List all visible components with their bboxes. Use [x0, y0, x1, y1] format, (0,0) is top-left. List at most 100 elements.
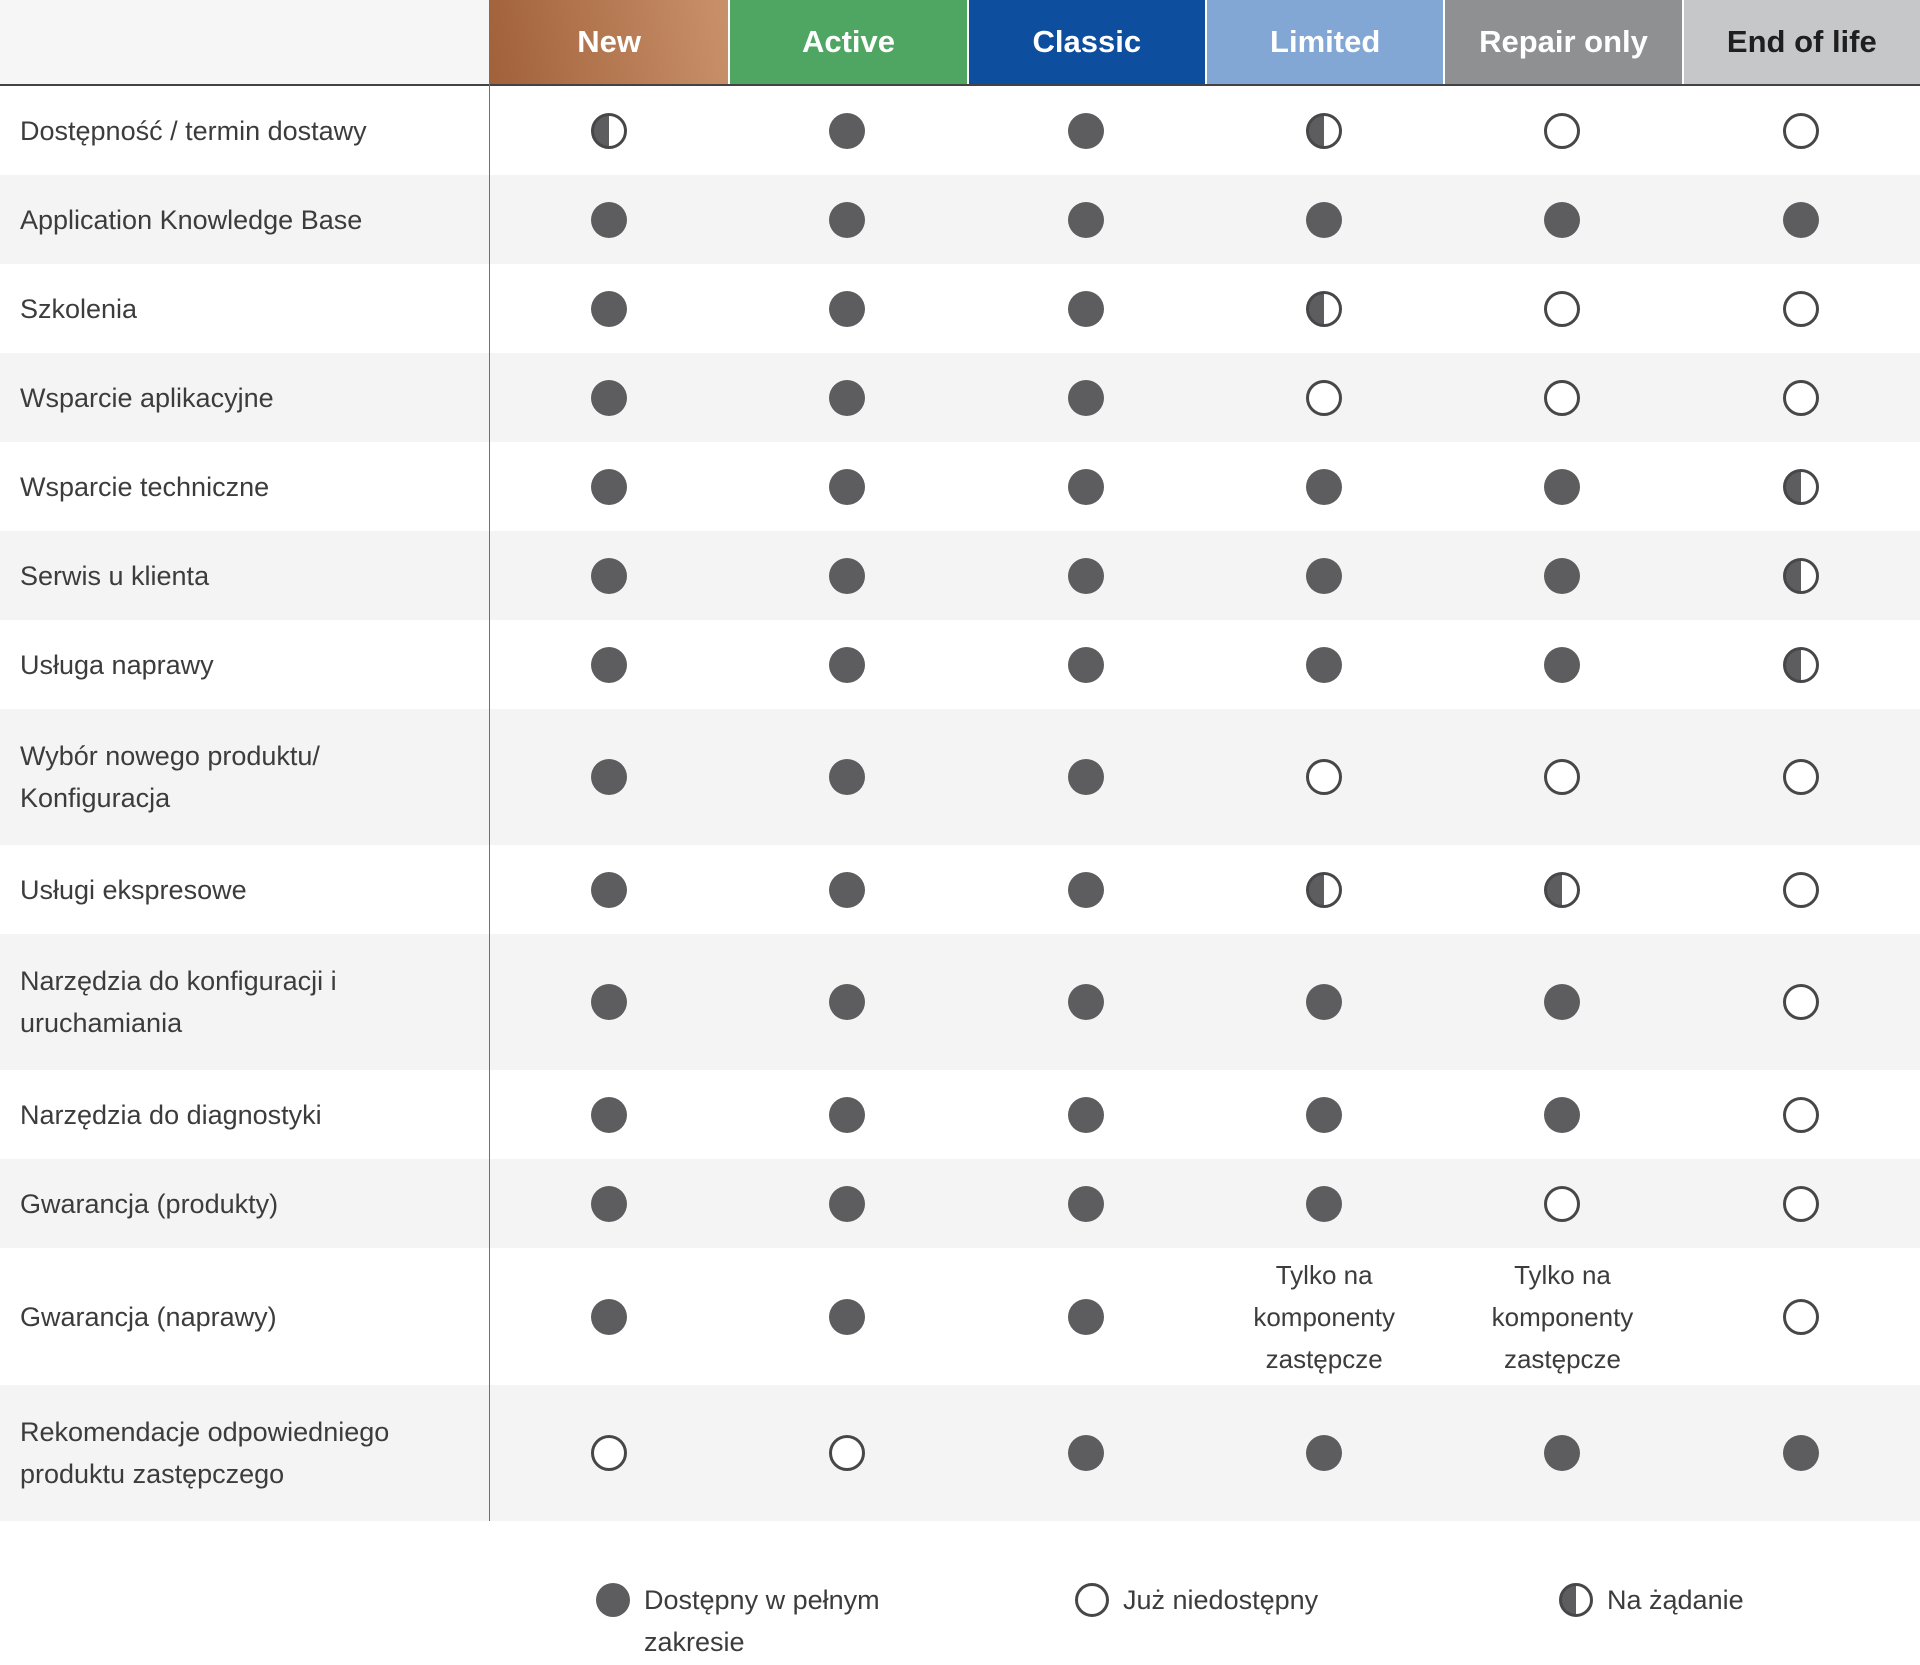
matrix-cell [728, 620, 966, 709]
matrix-cell [1682, 175, 1920, 264]
status-dot-empty [1544, 290, 1581, 327]
legend-item-full: Dostępny w pełnym zakresie [596, 1579, 880, 1663]
row-label: Usługa naprawy [20, 649, 214, 680]
cell-note: Tylko na komponenty zastępcze [1491, 1259, 1634, 1374]
matrix-cell [1443, 1159, 1681, 1248]
matrix-cell [1682, 1070, 1920, 1159]
table-row: Wsparcie techniczne [0, 442, 1920, 531]
matrix-cell [1205, 264, 1443, 353]
status-dot-empty [1782, 871, 1819, 908]
status-dot-full [1306, 557, 1343, 594]
status-dot-full [1067, 759, 1104, 795]
matrix-cell [1205, 709, 1443, 845]
matrix-cell [1205, 1385, 1443, 1521]
matrix-cell [1205, 620, 1443, 709]
matrix-cell [1443, 531, 1681, 620]
matrix-cell [728, 1070, 966, 1159]
status-dot-full [591, 984, 628, 1020]
matrix-cell [490, 1248, 728, 1385]
status-dot-full [1067, 557, 1104, 594]
matrix-cell [1682, 934, 1920, 1070]
matrix-cell [490, 353, 728, 442]
status-dot-half [1306, 112, 1343, 149]
matrix-cell [1682, 1248, 1920, 1385]
status-dot-full [829, 871, 866, 908]
matrix-cell [490, 531, 728, 620]
row-label: Narzędzia do diagnostyki [20, 1099, 322, 1130]
status-dot-full [1067, 1435, 1104, 1471]
status-dot-full [1544, 984, 1581, 1020]
row-label: Usługi ekspresowe [20, 874, 247, 905]
status-dot-half [591, 112, 628, 149]
status-dot-full [591, 871, 628, 908]
status-dot-full [829, 984, 866, 1020]
status-dot-full [1544, 468, 1581, 505]
status-dot-full [1067, 379, 1104, 416]
matrix-cell [1443, 1070, 1681, 1159]
status-dot-empty [829, 1435, 866, 1471]
matrix-cell [1682, 264, 1920, 353]
matrix-cell [967, 1070, 1205, 1159]
matrix-cell [490, 620, 728, 709]
cell-note: Tylko na komponenty zastępcze [1253, 1259, 1395, 1374]
status-dot-full [1067, 290, 1104, 327]
matrix-cell [728, 353, 966, 442]
matrix-cell [490, 845, 728, 934]
status-dot-full [1067, 871, 1104, 908]
status-dot-full [591, 201, 628, 238]
matrix-cell [1443, 709, 1681, 845]
phase-header-limited: Limited [1204, 0, 1444, 84]
legend-label: Dostępny w pełnym zakresie [644, 1585, 880, 1657]
row-label: Dostępność / termin dostawy [20, 115, 367, 146]
status-dot-half [1782, 557, 1819, 594]
matrix-cell [1205, 845, 1443, 934]
row-label: Szkolenia [20, 293, 138, 324]
status-dot-empty [1544, 379, 1581, 416]
matrix-cell [728, 264, 966, 353]
table-row: Usługi ekspresowe [0, 845, 1920, 934]
status-dot-full [829, 646, 866, 683]
matrix-cell [490, 1159, 728, 1248]
matrix-cell [967, 353, 1205, 442]
matrix-cell [967, 709, 1205, 845]
matrix-cell [967, 620, 1205, 709]
table-row: Serwis u klienta [0, 531, 1920, 620]
header-corner-cell [0, 0, 490, 84]
status-dot-full [1067, 646, 1104, 683]
status-dot-full [1067, 1298, 1104, 1335]
status-dot-full [1067, 1185, 1104, 1222]
matrix-cell [728, 934, 966, 1070]
status-dot-empty [1782, 1298, 1819, 1335]
matrix-cell [1205, 1070, 1443, 1159]
matrix-cell [1205, 175, 1443, 264]
matrix-cell [728, 1159, 966, 1248]
legend: Dostępny w pełnym zakresie Już niedostępn… [0, 1521, 1920, 1665]
matrix-cell [1443, 442, 1681, 531]
matrix-cell [1682, 620, 1920, 709]
table-row: Gwarancja (naprawy) Tylko na komponenty z… [0, 1248, 1920, 1385]
matrix-cell [1682, 353, 1920, 442]
matrix-cell [1205, 1159, 1443, 1248]
matrix-cell [728, 175, 966, 264]
status-dot-empty [1544, 759, 1581, 795]
matrix-cell: Tylko na komponenty zastępcze [1443, 1248, 1681, 1385]
phase-header-classic: Classic [966, 0, 1205, 84]
matrix-cell [1682, 442, 1920, 531]
status-dot-full [829, 557, 866, 594]
header-row: New Active Classic Limited Repair only End of… [0, 0, 1920, 84]
matrix-cell [490, 1385, 728, 1521]
status-dot-empty [1782, 984, 1819, 1020]
table-row: Gwarancja (produkty) [0, 1159, 1920, 1248]
matrix-cell [490, 86, 728, 175]
status-dot-empty [1782, 290, 1819, 327]
phase-header-repair-only: Repair only [1443, 0, 1682, 84]
status-dot-full-legend [596, 1583, 630, 1617]
status-dot-half [1544, 871, 1581, 908]
status-dot-full [829, 379, 866, 416]
matrix-cell [967, 1248, 1205, 1385]
phase-header-new: New [490, 0, 729, 84]
matrix-cell [728, 709, 966, 845]
status-dot-full [1067, 201, 1104, 238]
matrix-cell [728, 442, 966, 531]
status-dot-full [1306, 984, 1343, 1020]
